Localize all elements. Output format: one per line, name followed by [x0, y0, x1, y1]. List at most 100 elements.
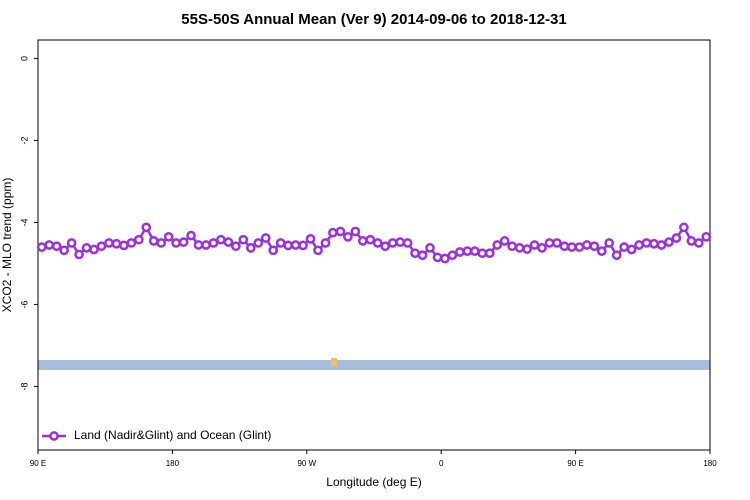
data-point [484, 248, 495, 259]
data-point [671, 233, 682, 243]
data-point [552, 238, 562, 248]
y-tick-label: -4 [19, 218, 29, 226]
data-point [89, 244, 99, 255]
data-point [350, 226, 361, 237]
data-point [44, 240, 55, 250]
data-point [268, 245, 279, 256]
data-point [462, 246, 473, 256]
data-point [104, 238, 114, 248]
data-point [529, 240, 540, 250]
data-point [432, 252, 443, 263]
y-axis-label: XCO2 - MLO trend (ppm) [0, 178, 14, 313]
data-point [365, 234, 376, 245]
data-point [469, 246, 480, 256]
x-axis-label: Longitude (deg E) [326, 475, 421, 489]
data-point [589, 241, 600, 252]
data-point [156, 238, 167, 248]
data-point [283, 240, 293, 251]
chart-title: 55S-50S Annual Mean (Ver 9) 2014-09-06 t… [181, 11, 566, 28]
data-point [507, 241, 517, 252]
data-point [66, 238, 77, 248]
x-tick-label: 0 [439, 459, 444, 468]
y-tick-label: 0 [19, 56, 29, 61]
legend-marker [49, 431, 59, 441]
data-point [81, 243, 92, 253]
data-point [201, 240, 211, 250]
data-point [380, 241, 391, 252]
data-point [611, 250, 622, 261]
data-point [567, 242, 577, 252]
data-point [455, 247, 465, 257]
data-point [537, 243, 547, 253]
data-point [440, 253, 450, 264]
data-point [133, 234, 144, 245]
data-point [231, 241, 241, 252]
y-tick-label: -6 [19, 300, 29, 308]
data-point [417, 250, 428, 261]
data-point [581, 240, 592, 250]
data-point [634, 240, 644, 250]
x-tick-label: 90 E [30, 459, 46, 468]
data-point [223, 237, 234, 247]
data-point [119, 240, 129, 251]
data-point [410, 248, 420, 259]
data-point [298, 240, 308, 251]
data-point [96, 241, 107, 252]
legend-label: Land (Nadir&Glint) and Ocean (Glint) [74, 428, 271, 442]
data-point [664, 237, 674, 247]
data-point [596, 246, 607, 256]
data-point [387, 238, 398, 248]
data-point [126, 238, 137, 248]
data-point [477, 248, 488, 259]
data-point [141, 222, 152, 233]
data-point [36, 242, 47, 252]
data-point [335, 226, 346, 237]
data-point [51, 241, 62, 252]
data-point [245, 243, 256, 253]
data-point [686, 236, 697, 246]
data-point [395, 237, 405, 247]
data-point [216, 234, 226, 245]
data-point [253, 238, 264, 248]
data-point [178, 237, 189, 247]
data-point [656, 240, 667, 250]
data-point [320, 238, 331, 248]
data-point [171, 238, 181, 248]
data-point [372, 238, 383, 248]
data-point [313, 245, 323, 256]
data-point [701, 231, 712, 242]
data-point [260, 233, 271, 243]
data-point [305, 234, 316, 244]
y-tick-label: -2 [19, 136, 29, 144]
data-point [574, 242, 585, 252]
y-tick-label: -8 [19, 382, 29, 390]
data-point [163, 231, 174, 242]
data-point [328, 227, 338, 238]
data-point [148, 236, 159, 246]
data-point [499, 236, 510, 246]
data-point [275, 238, 286, 248]
data-point [290, 240, 301, 250]
data-point [649, 238, 659, 249]
data-point [208, 238, 219, 248]
x-tick-label: 180 [166, 459, 180, 468]
x-tick-label: 90 E [567, 459, 583, 468]
map-strip [38, 360, 710, 370]
x-tick-label: 180 [703, 459, 717, 468]
data-point [238, 234, 249, 245]
data-point [357, 236, 368, 246]
data-point [544, 238, 555, 248]
map-land [331, 358, 337, 366]
data-point [111, 238, 122, 249]
data-point [679, 222, 689, 233]
data-point [193, 240, 204, 250]
data-point [619, 242, 629, 252]
data-point [492, 240, 503, 250]
data-point [74, 249, 84, 260]
data-point [402, 238, 413, 248]
x-tick-label: 90 W [297, 459, 316, 468]
data-point [425, 243, 435, 253]
data-point [626, 244, 637, 255]
data-point [693, 238, 704, 248]
